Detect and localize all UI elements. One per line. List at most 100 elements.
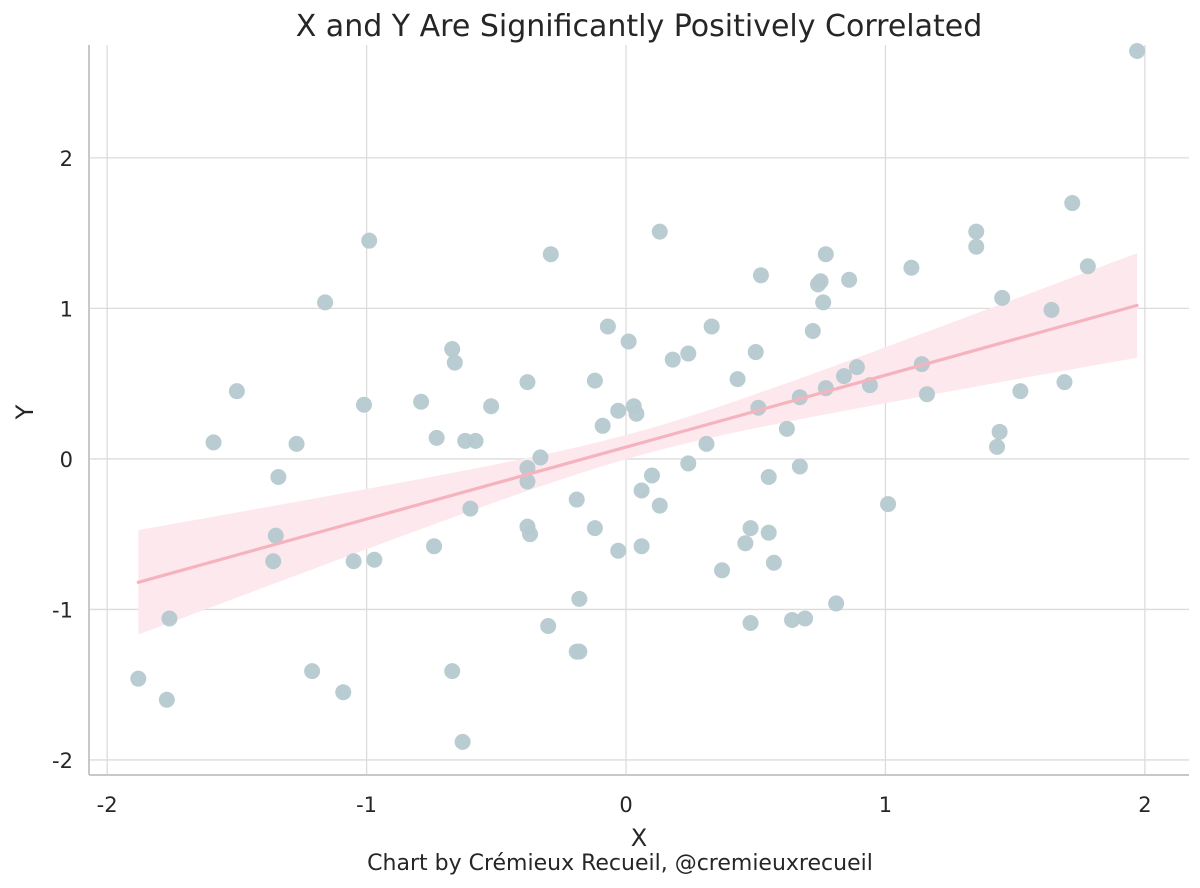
- data-point: [994, 289, 1011, 306]
- data-point: [228, 383, 245, 400]
- y-tick-label: -2: [52, 749, 73, 773]
- x-tick-label: 0: [619, 793, 632, 817]
- chart-title: X and Y Are Significantly Positively Cor…: [296, 9, 983, 44]
- data-point: [680, 455, 697, 472]
- data-point: [848, 359, 865, 376]
- data-point: [765, 554, 782, 571]
- data-point: [571, 590, 588, 607]
- data-point: [267, 527, 284, 544]
- data-point: [413, 393, 430, 410]
- data-point: [797, 610, 814, 627]
- y-tick-label: 2: [60, 147, 73, 171]
- data-point: [519, 374, 536, 391]
- data-point: [729, 371, 746, 388]
- x-tick-label: 1: [879, 793, 892, 817]
- data-point: [542, 246, 559, 263]
- data-point: [752, 267, 769, 284]
- data-point: [714, 562, 731, 579]
- data-point: [804, 322, 821, 339]
- data-point: [270, 468, 287, 485]
- y-tick-label: -1: [52, 598, 73, 622]
- data-point: [817, 246, 834, 263]
- data-point: [454, 733, 471, 750]
- data-point: [532, 449, 549, 466]
- data-point: [317, 294, 334, 311]
- data-point: [335, 684, 352, 701]
- data-point: [519, 473, 536, 490]
- x-tick-labels: -2 -1 0 1 2: [97, 793, 1152, 817]
- data-point: [462, 500, 479, 517]
- data-point: [568, 491, 585, 508]
- data-point: [737, 535, 754, 552]
- data-point: [651, 497, 668, 514]
- data-point: [880, 496, 897, 513]
- data-point: [610, 402, 627, 419]
- data-point: [444, 663, 461, 680]
- data-point: [791, 458, 808, 475]
- data-point: [586, 372, 603, 389]
- data-point: [571, 643, 588, 660]
- data-point: [815, 294, 832, 311]
- data-point: [444, 341, 461, 358]
- data-point: [812, 273, 829, 290]
- data-point: [1064, 195, 1081, 212]
- data-point: [747, 344, 764, 361]
- regression-line-layer: [136, 303, 1139, 584]
- data-point: [784, 611, 801, 628]
- y-tick-labels: -2 -1 0 1 2: [52, 147, 73, 773]
- x-tick-label: -2: [97, 793, 118, 817]
- data-point: [742, 520, 759, 537]
- data-point: [288, 435, 305, 452]
- data-point: [628, 405, 645, 422]
- data-point: [620, 333, 637, 350]
- data-point: [778, 420, 795, 437]
- x-tick-label: 2: [1138, 793, 1151, 817]
- data-point: [265, 553, 282, 570]
- data-point: [760, 524, 777, 541]
- data-point: [968, 223, 985, 240]
- data-point: [828, 595, 845, 612]
- data-point: [366, 551, 383, 568]
- data-point: [633, 482, 650, 499]
- data-point: [760, 468, 777, 485]
- data-point: [161, 610, 178, 627]
- data-point: [610, 542, 627, 559]
- chart-credit: Chart by Crémieux Recueil, @cremieuxrecu…: [367, 851, 873, 876]
- data-point: [361, 232, 378, 249]
- y-axis-label: Y: [11, 404, 39, 420]
- data-point: [1012, 383, 1029, 400]
- data-point: [130, 670, 147, 687]
- data-point: [703, 318, 720, 335]
- data-point: [540, 617, 557, 634]
- data-point: [345, 553, 362, 570]
- data-point: [1043, 301, 1060, 318]
- data-point: [918, 386, 935, 403]
- data-point: [664, 351, 681, 368]
- data-point: [698, 435, 715, 452]
- data-point: [467, 432, 484, 449]
- data-point: [428, 429, 445, 446]
- data-point: [522, 526, 539, 543]
- data-point: [594, 417, 611, 434]
- data-point: [742, 614, 759, 631]
- x-tick-label: -1: [356, 793, 377, 817]
- scatter-points: [130, 43, 1146, 750]
- data-point: [680, 345, 697, 362]
- data-point: [1129, 43, 1146, 60]
- data-point: [426, 538, 443, 555]
- data-point: [991, 423, 1008, 440]
- data-point: [446, 354, 463, 371]
- data-point: [304, 663, 321, 680]
- data-point: [968, 238, 985, 255]
- data-point: [1056, 374, 1073, 391]
- data-point: [989, 438, 1006, 455]
- data-point: [205, 434, 222, 451]
- x-axis-label: X: [631, 824, 647, 852]
- data-point: [158, 691, 175, 708]
- data-point: [841, 271, 858, 288]
- regression-line: [136, 303, 1139, 584]
- data-point: [1079, 258, 1096, 275]
- y-tick-label: 1: [60, 297, 73, 321]
- data-point: [356, 396, 372, 413]
